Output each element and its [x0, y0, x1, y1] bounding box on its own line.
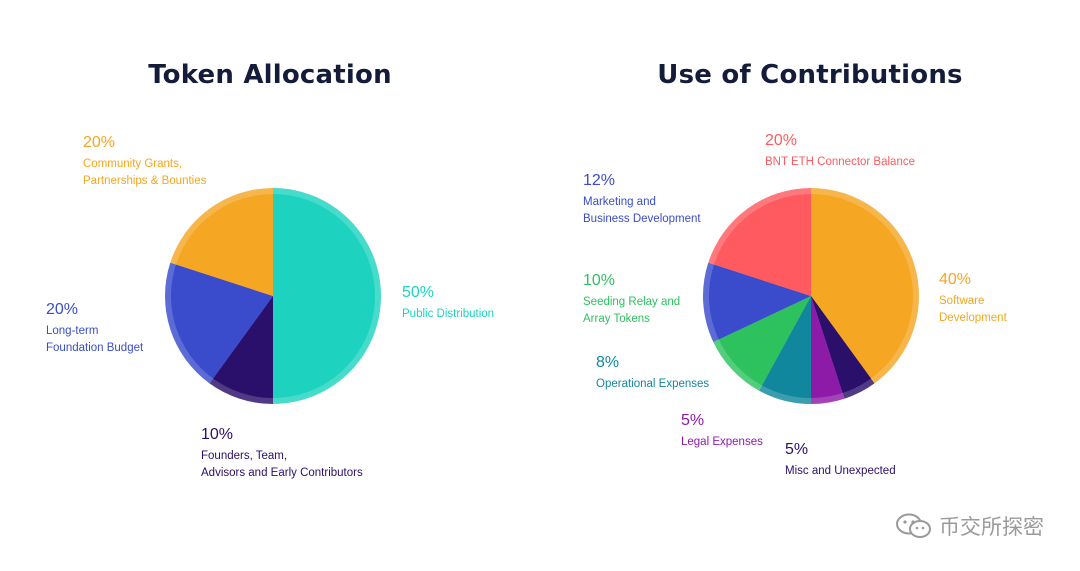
- pie-slice-seeding-relay-and-array-tokens: [718, 296, 811, 386]
- slice-percent: 8%: [596, 354, 620, 371]
- slice-percent: 40%: [939, 271, 972, 288]
- slice-label-community-grants-partnerships-bounties: 20% Community Grants, Partnerships & Boun…: [83, 133, 206, 190]
- slice-name: Software Development: [939, 295, 1007, 324]
- slice-percent: 20%: [46, 301, 79, 318]
- slice-name: Misc and Unexpected: [785, 465, 896, 477]
- pie-slice-operational-expenses: [761, 296, 811, 398]
- watermark: 币交所探密: [895, 511, 1044, 541]
- slice-name: Long-term Foundation Budget: [46, 325, 144, 354]
- token-allocation-chart: Token Allocation 50% Public Distribution 1…: [46, 60, 494, 482]
- slice-percent: 12%: [583, 172, 616, 189]
- token-allocation-pie: [165, 188, 381, 404]
- slice-name: Legal Expenses: [681, 436, 763, 448]
- slice-percent: 5%: [681, 412, 705, 429]
- pie-slice-public-distribution: [273, 194, 375, 398]
- slice-percent: 50%: [402, 284, 435, 301]
- slice-name: Operational Expenses: [596, 378, 710, 390]
- slice-label-founders-team-advisors-and-early-contributors: 10% Founders, Team, Advisors and Early Co…: [201, 425, 363, 482]
- slice-percent: 20%: [83, 134, 116, 151]
- slice-name: Community Grants, Partnerships & Bountie…: [83, 158, 207, 187]
- pie-slice-founders-team-advisors-and-early-contributors: [213, 296, 273, 398]
- pie-slice-community-grants-partnerships-bounties: [175, 194, 273, 296]
- slice-percent: 5%: [785, 441, 809, 458]
- slice-label-legal-expenses: 5% Legal Expenses: [681, 411, 763, 451]
- slice-name: Founders, Team, Advisors and Early Contr…: [201, 450, 363, 479]
- chart-title: Token Allocation: [148, 60, 392, 90]
- slice-label-marketing-and-business-development: 12% Marketing and Business Development: [583, 171, 701, 228]
- slice-label-misc-and-unexpected: 5% Misc and Unexpected: [785, 440, 896, 480]
- slice-label-public-distribution: 50% Public Distribution: [402, 283, 494, 323]
- slice-label-seeding-relay-and-array-tokens: 10% Seeding Relay and Array Tokens: [583, 271, 680, 328]
- pie-slice-software-development: [811, 194, 913, 379]
- pie-slice-marketing-and-business-development: [709, 264, 811, 340]
- slice-name: BNT ETH Connector Balance: [765, 156, 915, 168]
- use-of-contributions-chart: Use of Contributions 40% Software Develop…: [540, 0, 1080, 571]
- slice-name: Public Distribution: [402, 308, 495, 320]
- watermark-text: 币交所探密: [939, 515, 1044, 539]
- chart-title: Use of Contributions: [657, 60, 963, 90]
- slice-label-long-term-foundation-budget: 20% Long-term Foundation Budget: [46, 300, 143, 357]
- slice-name: Marketing and Business Development: [583, 196, 701, 225]
- slice-percent: 10%: [583, 272, 616, 289]
- pie-slice-legal-expenses: [811, 296, 843, 398]
- slice-name: Seeding Relay and Array Tokens: [583, 296, 681, 325]
- use-of-contributions-pie: [703, 188, 919, 404]
- slice-percent: 20%: [765, 132, 798, 149]
- slice-label-bnt-eth-connector-balance: 20% BNT ETH Connector Balance: [765, 131, 915, 171]
- pie-slice-bnt-eth-connector-balance: [713, 194, 811, 296]
- wechat-icon: [895, 512, 933, 540]
- slice-label-software-development: 40% Software Development: [939, 270, 1007, 327]
- pie-slice-misc-and-unexpected: [811, 296, 871, 394]
- pie-slice-long-term-foundation-budget: [170, 264, 273, 379]
- slice-percent: 10%: [201, 426, 234, 443]
- slice-label-operational-expenses: 8% Operational Expenses: [596, 353, 709, 393]
